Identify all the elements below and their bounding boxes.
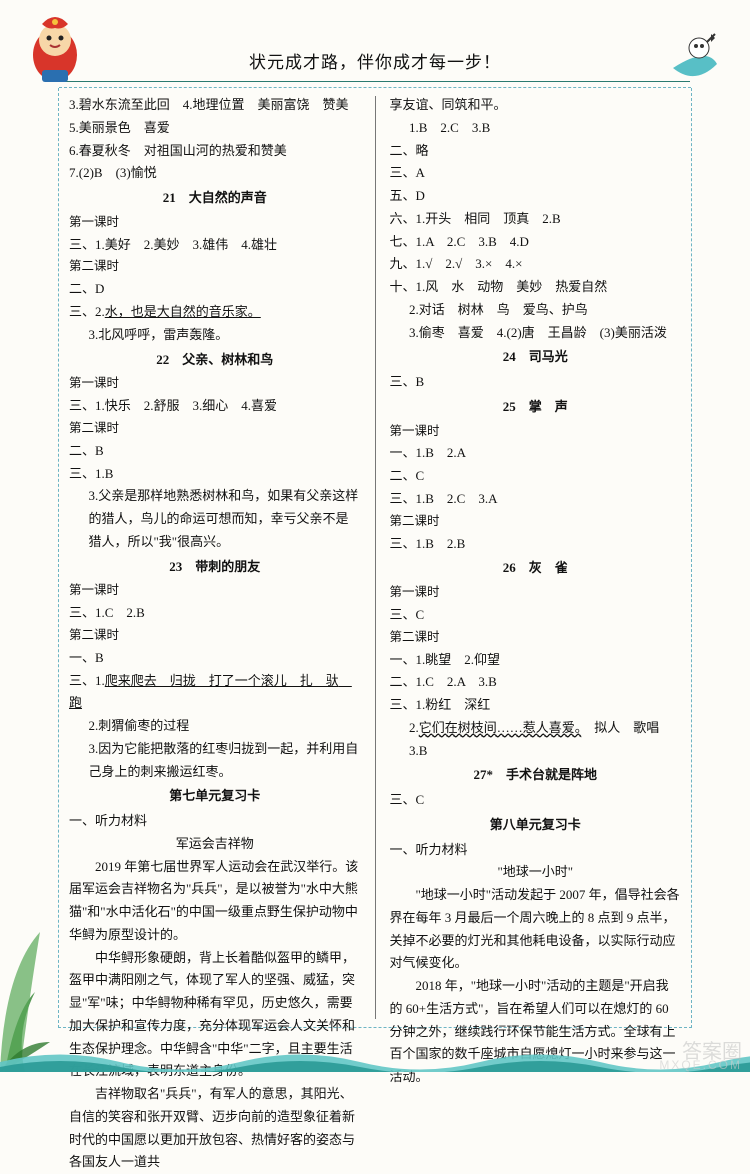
text-line: 二、C: [390, 465, 682, 488]
prefix: 2.: [409, 720, 419, 735]
sub-lesson: 第二课时: [390, 511, 682, 533]
text-line: 三、1.B: [69, 463, 361, 486]
text-line: 3.B: [390, 740, 682, 763]
sub-lesson: 第一课时: [69, 212, 361, 234]
mascot-left-icon: [20, 10, 90, 90]
listening-label: 一、听力材料: [390, 839, 682, 862]
lesson-title-22: 22 父亲、树林和鸟: [69, 349, 361, 372]
paragraph: "地球一小时"活动发起于 2007 年，倡导社会各界在每年 3 月最后一个周六晚…: [390, 884, 682, 975]
text-line: 2.刺猬偷枣的过程: [69, 715, 361, 738]
text-line: 三、2.水，也是大自然的音乐家。: [69, 301, 361, 324]
text-line: 3.父亲是那样地熟悉树林和鸟，如果有父亲这样的猎人，鸟儿的命运可想而知，幸亏父亲…: [69, 485, 361, 553]
prefix: 三、2.: [69, 304, 105, 319]
text-line: 6.春夏秋冬 对祖国山河的热爱和赞美: [69, 140, 361, 163]
text-line: 三、1.粉红 深红: [390, 694, 682, 717]
text-line: 一、1.B 2.A: [390, 442, 682, 465]
text-line: 3.北风呼呼，雷声轰隆。: [69, 324, 361, 347]
text-line: 三、1.快乐 2.舒服 3.细心 4.喜爱: [69, 395, 361, 418]
text-line: 3.碧水东流至此回 4.地理位置 美丽富饶 赞美: [69, 94, 361, 117]
bottom-wave-icon: [0, 1042, 750, 1072]
text-line: 三、C: [390, 789, 682, 812]
text-line: 七、1.A 2.C 3.B 4.D: [390, 231, 682, 254]
text-line: 三、1.C 2.B: [69, 602, 361, 625]
story2-title: "地球一小时": [390, 861, 682, 884]
lesson-title-21: 21 大自然的声音: [69, 187, 361, 210]
text-line: 三、C: [390, 604, 682, 627]
unit8-title: 第八单元复习卡: [390, 814, 682, 837]
left-column: 3.碧水东流至此回 4.地理位置 美丽富饶 赞美 5.美丽景色 喜爱 6.春夏秋…: [69, 94, 361, 1021]
text-line: 五、D: [390, 185, 682, 208]
watermark-url: MXQE.COM: [659, 1058, 742, 1072]
wavy-text: 它们在树枝间……惹人喜爱。: [419, 720, 582, 735]
sub-lesson: 第一课时: [69, 373, 361, 395]
text-line: 7.(2)B (3)愉悦: [69, 162, 361, 185]
lesson-title-27: 27* 手术台就是阵地: [390, 764, 682, 787]
text-line: 三、1.爬来爬去 归拢 打了一个滚儿 扎 驮 跑: [69, 670, 361, 716]
prefix: 三、1.: [69, 673, 105, 688]
sub-lesson: 第一课时: [390, 421, 682, 443]
unit7-title: 第七单元复习卡: [69, 785, 361, 808]
header-divider: [60, 81, 690, 82]
text-line: 九、1.√ 2.√ 3.× 4.×: [390, 253, 682, 276]
text-line: 三、1.美好 2.美妙 3.雄伟 4.雄壮: [69, 234, 361, 257]
suffix: 拟人 歌唱: [581, 720, 659, 735]
sub-lesson: 第二课时: [390, 627, 682, 649]
text-line: 3.因为它能把散落的红枣归拢到一起，并利用自己身上的刺来搬运红枣。: [69, 738, 361, 784]
text-line: 二、B: [69, 440, 361, 463]
column-divider: [375, 96, 376, 1019]
text-line: 三、1.B 2.B: [390, 533, 682, 556]
sub-lesson: 第二课时: [69, 256, 361, 278]
lesson-title-24: 24 司马光: [390, 346, 682, 369]
lesson-title-26: 26 灰 雀: [390, 557, 682, 580]
text-line: 2.它们在树枝间……惹人喜爱。 拟人 歌唱: [390, 717, 682, 740]
mascot-right-icon: [669, 28, 724, 83]
lesson-title-23: 23 带刺的朋友: [69, 556, 361, 579]
text-line: 二、1.C 2.A 3.B: [390, 671, 682, 694]
text-line: 1.B 2.C 3.B: [390, 117, 682, 140]
right-column: 享友谊、同筑和平。 1.B 2.C 3.B 二、略 三、A 五、D 六、1.开头…: [390, 94, 682, 1021]
sub-lesson: 第二课时: [69, 625, 361, 647]
sub-lesson: 第二课时: [69, 418, 361, 440]
lesson-title-25: 25 掌 声: [390, 396, 682, 419]
header-slogan: 状元成才路，伴你成才每一步！: [0, 0, 750, 81]
story-title: 军运会吉祥物: [69, 833, 361, 856]
listening-label: 一、听力材料: [69, 810, 361, 833]
paragraph: 吉祥物取名"兵兵"，有军人的意思，其阳光、自信的笑容和张开双臂、迈步向前的造型象…: [69, 1083, 361, 1174]
text-line: 二、略: [390, 140, 682, 163]
text-line: 一、1.眺望 2.仰望: [390, 649, 682, 672]
text-line: 六、1.开头 相同 顶真 2.B: [390, 208, 682, 231]
text-line: 三、B: [390, 371, 682, 394]
sub-lesson: 第一课时: [390, 582, 682, 604]
text-line: 5.美丽景色 喜爱: [69, 117, 361, 140]
underlined-text: 水，也是大自然的音乐家。: [105, 304, 261, 319]
text-line: 3.偷枣 喜爱 4.(2)唐 王昌龄 (3)美丽活泼: [390, 322, 682, 345]
text-line: 十、1.风 水 动物 美妙 热爱自然: [390, 276, 682, 299]
text-line: 三、A: [390, 162, 682, 185]
text-line: 2.对话 树林 鸟 爱鸟、护鸟: [390, 299, 682, 322]
content-area: 3.碧水东流至此回 4.地理位置 美丽富饶 赞美 5.美丽景色 喜爱 6.春夏秋…: [58, 88, 692, 1028]
text-line: 一、B: [69, 647, 361, 670]
underlined-text: 爬来爬去 归拢 打了一个滚儿 扎 驮 跑: [69, 673, 352, 711]
paragraph: 2019 年第七届世界军人运动会在武汉举行。该届军运会吉祥物名为"兵兵"，是以被…: [69, 856, 361, 947]
text-line: 二、D: [69, 278, 361, 301]
text-line: 三、1.B 2.C 3.A: [390, 488, 682, 511]
sub-lesson: 第一课时: [69, 580, 361, 602]
text-line: 享友谊、同筑和平。: [390, 94, 682, 117]
